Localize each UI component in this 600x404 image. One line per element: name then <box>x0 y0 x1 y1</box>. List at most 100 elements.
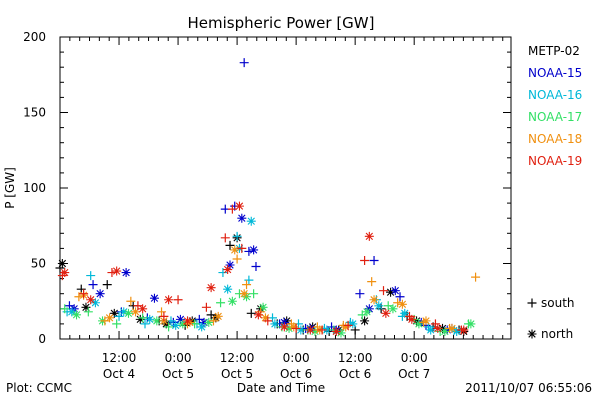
noaa-19-north-point <box>234 201 244 211</box>
noaa-19-north-point <box>364 231 374 241</box>
noaa-19-south-point <box>291 323 301 333</box>
noaa-19-south-point <box>317 325 327 335</box>
noaa-18-north-point <box>289 322 299 332</box>
x-tick-date-label: Oct 5 <box>221 367 253 381</box>
x-tick-time-label: 12:00 <box>220 351 255 365</box>
x-axis: 12:00 Oct 4 0:00 Oct 5 12:00 Oct 5 0:00 Oct 6 12… <box>59 37 504 381</box>
noaa-19-north-point <box>112 266 122 276</box>
noaa-18-north-point <box>159 316 169 326</box>
metp-02-south-point <box>206 310 216 320</box>
legend-entry: NOAA-16 <box>528 88 582 102</box>
noaa-18-south-point <box>100 316 110 326</box>
noaa-15-south-point <box>369 255 379 265</box>
noaa-16-north-point <box>171 320 181 330</box>
noaa-19-north-point <box>164 295 174 305</box>
noaa-16-north-point <box>374 301 384 311</box>
noaa-17-north-point <box>123 308 133 318</box>
noaa-18-north-point <box>230 245 240 255</box>
data-points <box>55 58 481 338</box>
legend-entry: NOAA-17 <box>528 110 582 124</box>
noaa-18-south-point <box>126 296 136 306</box>
noaa-16-north-point <box>145 314 155 324</box>
noaa-16-south-point <box>244 275 254 285</box>
noaa-19-north-point <box>138 304 148 314</box>
noaa-16-north-point <box>452 326 462 336</box>
legend-entry: NOAA-15 <box>528 66 582 80</box>
noaa-16-north-point <box>67 307 77 317</box>
noaa-16-north-point <box>270 319 280 329</box>
noaa-16-south-point <box>218 268 228 278</box>
noaa-17-north-point <box>227 296 237 306</box>
noaa-19-south-point <box>360 255 370 265</box>
noaa-17-south-point <box>83 307 93 317</box>
noaa-15-north-point <box>237 213 247 223</box>
metp-02-north-point <box>282 316 292 326</box>
noaa-17-north-point <box>362 307 372 317</box>
x-tick-date-label: Oct 6 <box>280 367 312 381</box>
noaa-18-south-point <box>208 316 218 326</box>
noaa-17-north-point <box>466 319 476 329</box>
y-tick-label: 200 <box>23 30 46 44</box>
series-metp-02 <box>55 233 469 336</box>
y-tick-label: 100 <box>23 181 46 195</box>
x-tick-date-label: Oct 7 <box>398 367 430 381</box>
noaa-19-south-point <box>343 320 353 330</box>
noaa-16-south-point <box>232 231 242 241</box>
metp-02-north-point <box>360 316 370 326</box>
noaa-18-south-point <box>242 280 252 290</box>
noaa-15-north-point <box>442 325 452 335</box>
noaa-17-north-point <box>258 302 268 312</box>
noaa-19-north-point <box>331 326 341 336</box>
legend-north-marker <box>527 329 537 339</box>
noaa-17-north-point <box>204 317 214 327</box>
metp-02-north-point <box>386 287 396 297</box>
noaa-18-north-point <box>213 311 223 321</box>
metp-02-south-point <box>102 280 112 290</box>
noaa-18-north-point <box>185 317 195 327</box>
noaa-19-south-point <box>220 233 230 243</box>
x-tick-date-label: Oct 5 <box>162 367 194 381</box>
noaa-19-south-point <box>430 319 440 329</box>
noaa-18-south-point <box>471 272 481 282</box>
noaa-19-north-point <box>223 265 233 275</box>
noaa-15-south-point <box>194 314 204 324</box>
noaa-17-north-point <box>72 310 82 320</box>
noaa-15-south-point <box>239 58 249 68</box>
noaa-19-north-point <box>433 323 443 333</box>
noaa-16-north-point <box>119 307 129 317</box>
noaa-19-south-point <box>263 316 273 326</box>
noaa-19-south-point <box>227 204 237 214</box>
noaa-19-north-point <box>459 325 469 335</box>
noaa-18-south-point <box>419 317 429 327</box>
legend-south-label: south <box>541 296 575 310</box>
noaa-15-south-point <box>88 280 98 290</box>
noaa-15-north-point <box>225 260 235 270</box>
noaa-19-north-point <box>407 314 417 324</box>
noaa-19-north-point <box>86 295 96 305</box>
noaa-18-north-point <box>369 295 379 305</box>
noaa-16-north-point <box>322 325 332 335</box>
series-noaa-18 <box>74 245 481 335</box>
noaa-19-north-point <box>279 322 289 332</box>
legend-entry: METP-02 <box>528 44 580 58</box>
noaa-18-south-point <box>367 277 377 287</box>
noaa-16-south-point <box>86 271 96 281</box>
noaa-17-north-point <box>284 323 294 333</box>
y-tick-label: 50 <box>31 257 46 271</box>
noaa-17-south-point <box>138 313 148 323</box>
noaa-18-north-point <box>341 322 351 332</box>
noaa-19-south-point <box>378 286 388 296</box>
noaa-16-north-point <box>348 319 358 329</box>
series-noaa-17 <box>60 289 476 338</box>
noaa-15-north-point <box>279 317 289 327</box>
noaa-15-north-point <box>199 317 209 327</box>
noaa-15-north-point <box>95 289 105 299</box>
noaa-15-north-point <box>149 293 159 303</box>
series-noaa-19 <box>57 201 469 336</box>
metp-02-south-point <box>246 308 256 318</box>
noaa-15-north-point <box>121 268 131 278</box>
noaa-16-south-point <box>140 319 150 329</box>
noaa-18-north-point <box>421 316 431 326</box>
noaa-19-south-point <box>133 301 143 311</box>
